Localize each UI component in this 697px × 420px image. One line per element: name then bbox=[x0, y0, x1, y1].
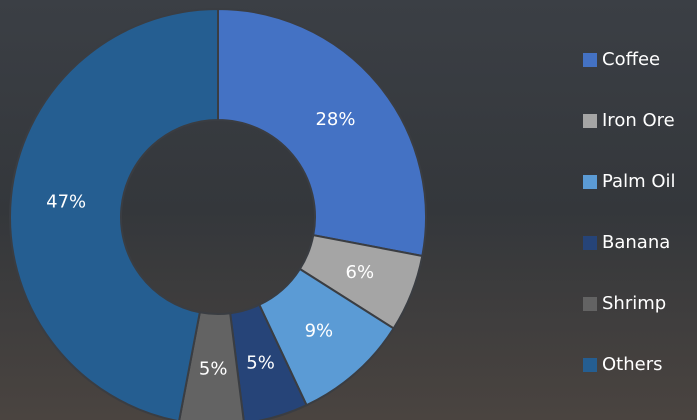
donut-slice bbox=[218, 9, 426, 256]
legend-label: Shrimp bbox=[602, 293, 666, 314]
legend-label: Coffee bbox=[602, 49, 660, 70]
donut-slice bbox=[10, 9, 218, 420]
legend-swatch bbox=[583, 53, 597, 67]
legend-label: Banana bbox=[602, 232, 670, 253]
legend-label: Palm Oil bbox=[602, 171, 676, 192]
data-label: 5% bbox=[199, 358, 228, 379]
data-label: 47% bbox=[46, 192, 86, 213]
legend-label: Others bbox=[602, 354, 663, 375]
legend-swatch bbox=[583, 114, 597, 128]
page: 28% 6% 9% 5% 5% 47% Coffee Iron Ore Palm Oil Bana… bbox=[0, 0, 697, 420]
data-label: 5% bbox=[246, 352, 275, 373]
legend-label: Iron Ore bbox=[602, 110, 675, 131]
data-label: 6% bbox=[346, 262, 375, 283]
chart: 28% 6% 9% 5% 5% 47% Coffee Iron Ore Palm Oil Bana… bbox=[0, 0, 697, 420]
data-label: 28% bbox=[315, 109, 355, 130]
legend-swatch bbox=[583, 175, 597, 189]
legend-swatch bbox=[583, 358, 597, 372]
legend-swatch bbox=[583, 236, 597, 250]
legend-swatch bbox=[583, 297, 597, 311]
data-label: 9% bbox=[305, 320, 334, 341]
